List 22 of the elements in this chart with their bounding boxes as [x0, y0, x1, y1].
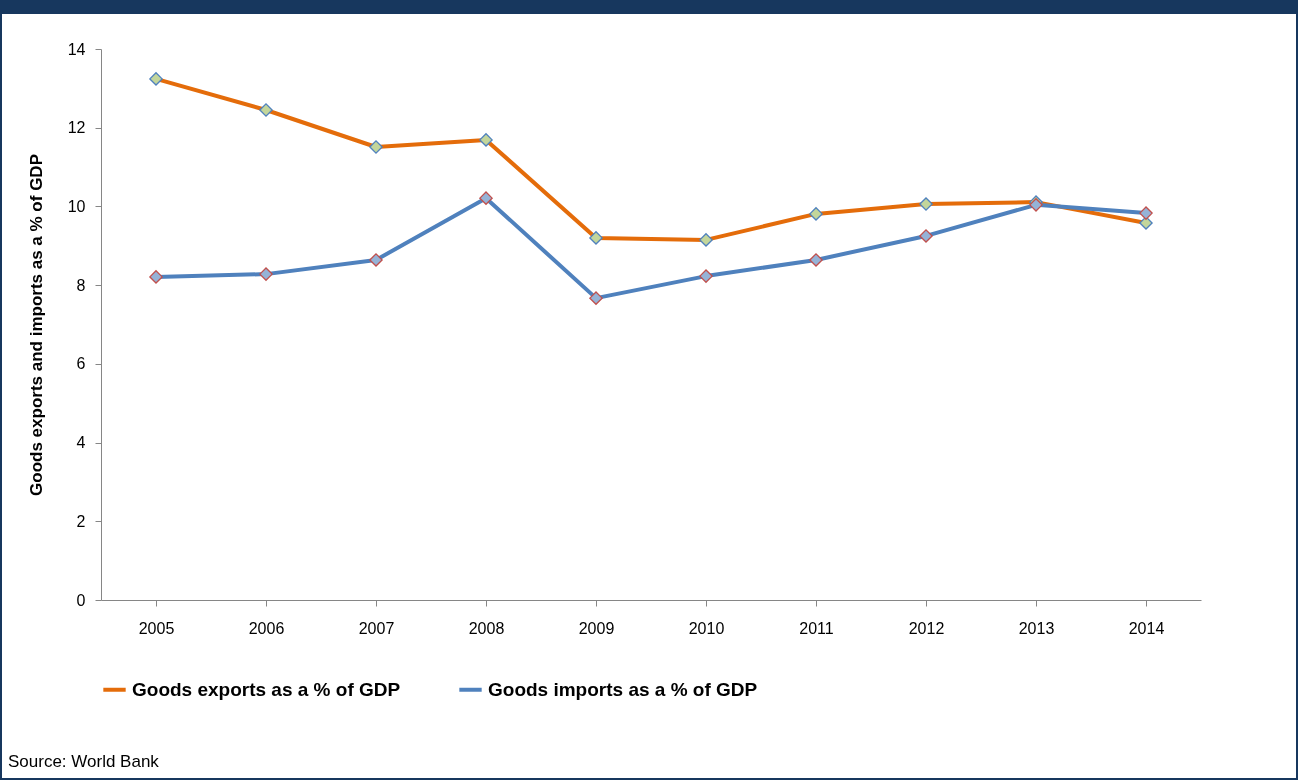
x-tick-label: 2014: [1128, 619, 1165, 637]
y-tick-label: 14: [67, 40, 86, 58]
legend-label: Goods imports as a % of GDP: [488, 678, 758, 700]
x-tick-label: 2006: [248, 619, 285, 637]
x-tick-label: 2013: [1018, 619, 1055, 637]
y-tick-label: 12: [67, 119, 86, 137]
x-tick-label: 2009: [578, 619, 615, 637]
y-tick-label: 2: [76, 512, 86, 530]
legend-label: Goods exports as a % of GDP: [132, 678, 401, 700]
x-tick-label: 2012: [908, 619, 945, 637]
y-axis-title: Goods exports and imports as a % of GDP: [26, 154, 46, 496]
x-tick-label: 2007: [358, 619, 395, 637]
x-tick-label: 2011: [799, 619, 834, 637]
y-tick-label: 4: [76, 434, 86, 452]
x-tick-label: 2010: [688, 619, 725, 637]
x-tick-label: 2008: [468, 619, 505, 637]
y-tick-label: 10: [67, 197, 86, 215]
y-tick-label: 0: [76, 591, 86, 609]
y-tick-label: 6: [76, 355, 86, 373]
y-tick-label: 8: [76, 276, 86, 294]
source-note: Source: World Bank: [8, 752, 159, 772]
x-tick-label: 2005: [138, 619, 175, 637]
